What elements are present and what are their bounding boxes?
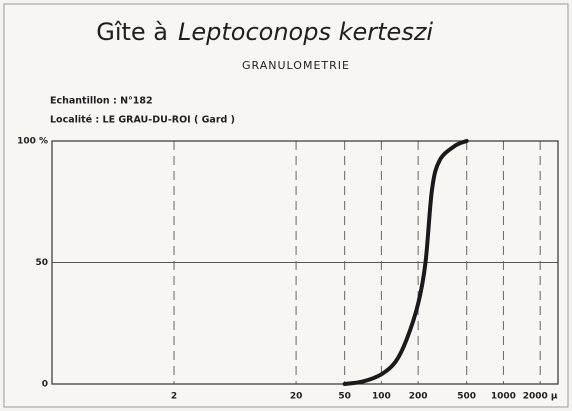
annotation: Echantillon : N°182	[50, 96, 153, 107]
x-tick-label: 200	[409, 392, 428, 402]
x-tick-label: 1000	[491, 392, 516, 402]
chart-subtitle: GRANULOMETRIE	[242, 59, 350, 72]
x-tick-label: 100	[372, 392, 391, 402]
y-tick-label: 100 %	[17, 137, 48, 147]
y-tick-label: 50	[35, 258, 48, 268]
x-tick-label: 2	[171, 392, 177, 402]
annotation: Localité : LE GRAU-DU-ROI ( Gard )	[50, 115, 235, 126]
plot-frame	[51, 140, 559, 385]
chart-title-species: Leptoconops kerteszi	[178, 18, 433, 46]
data-line	[342, 139, 469, 386]
x-tick-label: 20	[290, 392, 303, 402]
chart-title: Gîte à	[96, 18, 168, 46]
x-tick-label: 2000 µ	[523, 392, 558, 402]
x-tick-label: 50	[338, 392, 351, 402]
sheet	[3, 3, 569, 408]
y-tick-label: 0	[42, 380, 48, 390]
x-tick-label: 500	[457, 392, 476, 402]
